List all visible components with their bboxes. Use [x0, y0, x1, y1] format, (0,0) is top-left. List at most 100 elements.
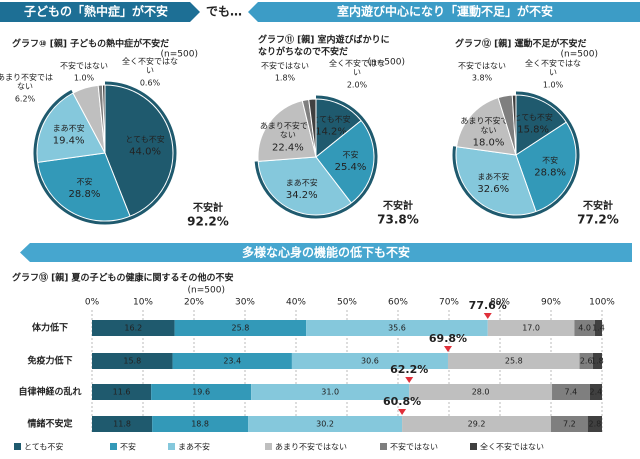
- pie-slice: [104, 84, 174, 217]
- chart-title: グラフ⑬ [親] 夏の子どもの健康に関するその他の不安: [12, 272, 234, 284]
- total-value: 77.2%: [577, 213, 619, 227]
- bar-value: 30.2: [316, 420, 334, 429]
- bar-value: 17.0: [522, 324, 540, 333]
- bar-value: 2.8: [588, 420, 601, 429]
- slice-label: とても不安: [513, 112, 552, 122]
- bar-value: 25.8: [232, 324, 250, 333]
- bar-segment: [574, 320, 595, 336]
- bar-segment: [151, 384, 252, 400]
- chart-subtitle: (n=500): [561, 50, 598, 60]
- banner-text: 多様な心身の機能の低下も不安: [242, 245, 410, 260]
- x-tick-label: 60%: [388, 298, 408, 308]
- slice-label: 不安ではない: [60, 61, 108, 71]
- legend-label: 不安: [120, 442, 136, 452]
- bar-segment: [594, 320, 602, 336]
- category-label: 免疫力低下: [27, 355, 72, 367]
- slice-value: 18.0%: [473, 138, 505, 149]
- bar-segment: [551, 416, 588, 432]
- bar-segment: [174, 320, 307, 336]
- bar-segment: [587, 416, 602, 432]
- total-marker: [398, 409, 407, 415]
- legend-swatch: [168, 443, 175, 450]
- slice-label: 不安ではない: [261, 61, 309, 71]
- bar-segment: [579, 353, 593, 369]
- bar-value: 1.8: [591, 357, 604, 366]
- bar-segment: [92, 416, 153, 432]
- x-tick-label: 30%: [235, 298, 255, 308]
- chart-title: グラフ⑩ [親] 子どもの熱中症が不安だ: [12, 38, 169, 50]
- x-tick-label: 20%: [184, 298, 204, 308]
- total-name: 不安計: [193, 201, 223, 214]
- total-marker: [483, 313, 492, 319]
- bar-value: 11.8: [113, 420, 131, 429]
- bar-segment: [251, 384, 410, 400]
- slice-label: あまり不安ではない: [260, 120, 316, 139]
- legend-swatch: [380, 443, 387, 450]
- bar-value: 30.6: [361, 357, 379, 366]
- pie-slice: [37, 152, 131, 222]
- bar-segment: [447, 353, 580, 369]
- bar-value: 1.4: [592, 324, 605, 333]
- slice-label: 全く不安ではない: [122, 56, 178, 75]
- x-tick-label: 0%: [85, 298, 100, 308]
- x-tick-label: 100%: [589, 298, 615, 308]
- banner-text: でも…: [206, 5, 242, 19]
- slice-value: 6.2%: [15, 95, 36, 104]
- bar-segment: [92, 320, 175, 336]
- bar-segment: [248, 416, 403, 432]
- chart-title: グラフ⑫ [親] 運動不足が不安だ: [455, 38, 587, 50]
- banner-text: 子どもの「熱中症」が不安: [24, 4, 168, 19]
- bar-segment: [402, 416, 551, 432]
- bar-value: 11.6: [113, 388, 131, 397]
- slice-label: まあ不安: [286, 177, 318, 187]
- bar-segment: [409, 384, 553, 400]
- total-value: 92.2%: [187, 215, 229, 229]
- total-label: 62.2%: [390, 363, 428, 376]
- bar-value: 25.8: [505, 357, 523, 366]
- slice-value: 0.6%: [140, 79, 161, 88]
- slice-value: 28.8%: [534, 168, 566, 179]
- x-tick-label: 90%: [541, 298, 561, 308]
- bar-segment: [487, 320, 575, 336]
- bar-value: 16.2: [124, 324, 142, 333]
- x-tick-label: 10%: [133, 298, 153, 308]
- slice-value: 1.0%: [543, 81, 564, 90]
- legend-label: 全く不安ではない: [480, 442, 544, 452]
- slice-label: 全く不安ではない: [525, 58, 581, 77]
- bar-value: 19.6: [192, 388, 210, 397]
- slice-value: 2.0%: [347, 81, 368, 90]
- chart-title: なりがちなので不安だ: [258, 46, 348, 58]
- bar-value: 2.6: [580, 357, 593, 366]
- slice-value: 3.8%: [472, 74, 493, 83]
- bar-segment: [92, 384, 152, 400]
- slice-label: 不安ではない: [458, 61, 506, 71]
- total-ring: [33, 81, 177, 225]
- bar-value: 2.4: [590, 388, 603, 397]
- pie-slice: [511, 94, 517, 156]
- banner: [248, 2, 640, 22]
- slice-label: 不安: [76, 177, 92, 187]
- slice-value: 32.6%: [477, 184, 509, 195]
- chart-subtitle: (n=500): [188, 286, 225, 296]
- slice-label: あまり不安ではない: [461, 115, 517, 134]
- legend-label: とても不安: [24, 442, 63, 452]
- bar-value: 35.6: [388, 324, 406, 333]
- banner-text: 室内遊び中心になり「運動不足」が不安: [337, 4, 553, 19]
- legend-swatch: [265, 443, 272, 450]
- slice-value: 28.8%: [69, 189, 101, 200]
- pie-slice: [257, 100, 317, 162]
- bar-value: 7.4: [565, 388, 578, 397]
- legend-swatch: [110, 443, 117, 450]
- slice-value: 19.4%: [53, 135, 85, 146]
- bar-segment: [589, 384, 602, 400]
- bar-value: 28.0: [472, 388, 490, 397]
- bar-segment: [306, 320, 488, 336]
- slice-label: 不安: [343, 150, 359, 160]
- slice-value: 44.0%: [129, 146, 161, 157]
- slice-label: あまり不安ではない: [0, 72, 53, 91]
- total-name: 不安計: [583, 199, 613, 212]
- slice-value: 1.0%: [74, 74, 95, 83]
- pie-slice: [101, 84, 106, 154]
- slice-value: 25.4%: [335, 162, 367, 173]
